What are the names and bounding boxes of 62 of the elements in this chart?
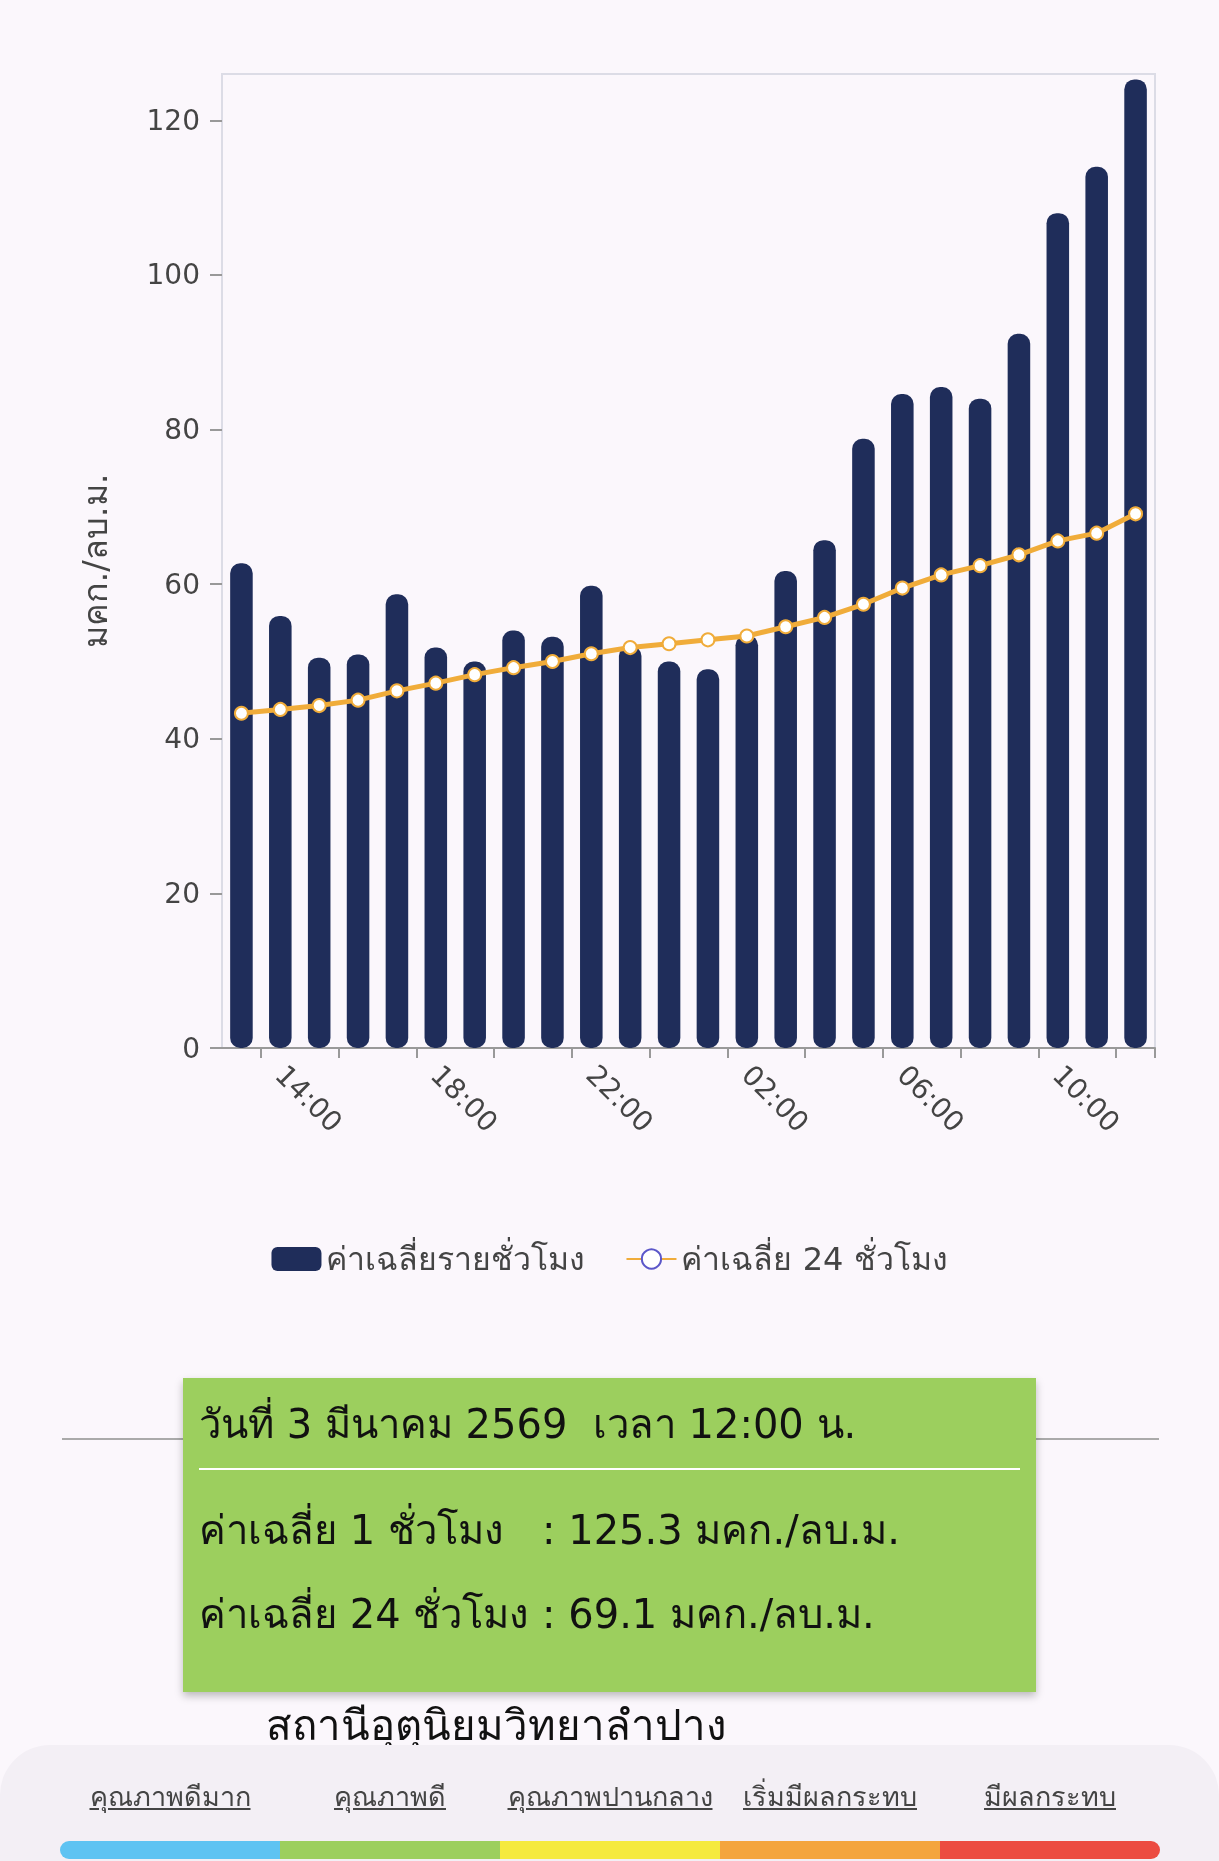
point bbox=[1089, 525, 1105, 541]
legend-label: ค่าเฉลี่ยรายชั่วโมง bbox=[326, 1237, 586, 1278]
point bbox=[233, 705, 249, 721]
point bbox=[583, 646, 599, 662]
bar bbox=[891, 394, 914, 1048]
bar bbox=[618, 646, 642, 1048]
y-tick-label: 60 bbox=[164, 567, 200, 601]
bar bbox=[657, 661, 681, 1048]
legend-label: ค่าเฉลี่ย 24 ชั่วโมง bbox=[681, 1237, 948, 1278]
point bbox=[700, 632, 716, 648]
point bbox=[350, 692, 366, 708]
y-tick-label: 100 bbox=[146, 258, 200, 292]
point bbox=[1128, 506, 1144, 522]
bar bbox=[385, 594, 409, 1048]
bar bbox=[968, 398, 992, 1048]
point bbox=[1050, 533, 1066, 549]
point bbox=[467, 667, 483, 683]
bar bbox=[929, 387, 953, 1048]
y-tick-label: 40 bbox=[164, 722, 200, 756]
bar bbox=[852, 438, 875, 1048]
bar bbox=[735, 635, 759, 1048]
bar bbox=[230, 563, 253, 1048]
bar bbox=[424, 647, 448, 1048]
point bbox=[817, 609, 833, 625]
text: ค่าเฉลี่ย 24 ชั่วโมง : 69.1 มคก./ลบ.ม. bbox=[199, 1586, 876, 1639]
point bbox=[933, 567, 949, 583]
y-tick-label: 120 bbox=[146, 103, 200, 137]
bar bbox=[502, 630, 525, 1048]
air-quality-scale: คุณภาพดีมาก คุณภาพดี คุณภาพปานกลาง เริ่มมีผลกระทบ มีผลกระทบ bbox=[0, 1745, 1219, 1861]
point bbox=[311, 698, 327, 714]
point bbox=[894, 580, 910, 596]
point bbox=[739, 628, 755, 644]
bar bbox=[696, 669, 720, 1048]
point bbox=[778, 619, 794, 635]
bar bbox=[463, 661, 486, 1048]
bar bbox=[813, 540, 836, 1048]
bar bbox=[1124, 79, 1147, 1048]
y-tick-label: 20 bbox=[164, 876, 200, 910]
y-tick-label: 80 bbox=[164, 413, 200, 447]
point bbox=[544, 654, 560, 669]
point bbox=[506, 660, 522, 676]
bar bbox=[269, 615, 292, 1048]
bar bbox=[1085, 166, 1108, 1048]
bar bbox=[307, 657, 331, 1048]
bar bbox=[346, 654, 370, 1048]
point bbox=[1011, 547, 1027, 563]
point bbox=[272, 701, 288, 717]
bar bbox=[1007, 333, 1031, 1048]
y-axis-title: มคก./ลบ.ม. bbox=[75, 473, 115, 649]
bar bbox=[580, 585, 603, 1048]
point bbox=[389, 683, 405, 699]
point bbox=[661, 636, 677, 652]
bar bbox=[774, 571, 797, 1048]
point bbox=[428, 675, 444, 691]
y-tick-label: 0 bbox=[182, 1031, 200, 1065]
text: วันที่ 3 มีนาคม 2569 เวลา 12:00 น. bbox=[199, 1392, 1020, 1470]
text: ค่าเฉลี่ย 1 ชั่วโมง : 125.3 มคก./ลบ.ม. bbox=[199, 1502, 902, 1555]
point bbox=[622, 640, 638, 656]
point bbox=[855, 596, 871, 612]
bar bbox=[541, 636, 564, 1048]
point bbox=[972, 558, 988, 574]
bar bbox=[1046, 213, 1070, 1048]
